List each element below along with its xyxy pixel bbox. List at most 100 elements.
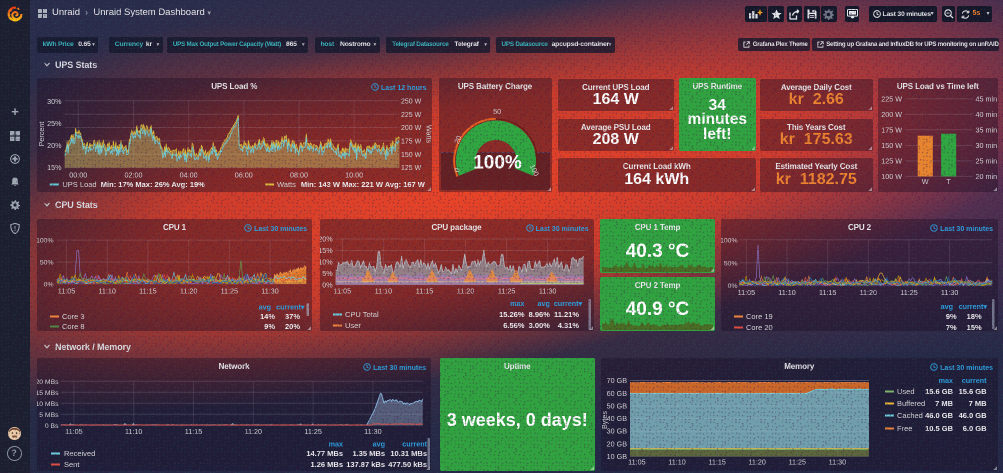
svg-text:User: User [345,321,361,330]
svg-text:18%: 18% [967,312,982,321]
svg-text:0%: 0% [322,280,333,289]
svg-text:15.6 GB: 15.6 GB [925,387,954,396]
svg-text:20 min: 20 min [975,172,997,181]
svg-text:15%: 15% [967,323,982,332]
svg-text:30 GB: 30 GB [606,426,627,435]
svg-text:11:25: 11:25 [788,457,805,466]
svg-text:1.35 MBs: 1.35 MBs [352,449,385,458]
svg-text:100%: 100% [473,152,522,173]
svg-text:150 W: 150 W [401,151,422,158]
svg-text:25 min: 25 min [975,156,997,165]
svg-text:max: max [329,439,343,448]
svg-text:0%: 0% [44,281,54,288]
svg-text:35 min: 35 min [975,125,997,134]
svg-text:200 W: 200 W [401,125,422,132]
svg-text:avg: avg [537,299,549,308]
svg-text:40 GB: 40 GB [606,414,627,423]
svg-text:Buffered: Buffered [897,399,925,408]
svg-text:10 MBs: 10 MBs [37,400,59,407]
svg-text:175 W: 175 W [881,125,902,134]
svg-text:04:00: 04:00 [180,170,198,179]
svg-text:20%: 20% [285,322,300,331]
svg-text:11:30: 11:30 [941,288,958,297]
svg-text:11:30: 11:30 [828,457,845,466]
svg-text:current: current [402,439,427,448]
svg-text:7 MB: 7 MB [935,399,954,408]
svg-text:100%: 100% [37,237,54,244]
svg-text:11.21%: 11.21% [553,310,578,319]
svg-text:1.26 MBs: 1.26 MBs [310,460,343,469]
svg-text:15.26%: 15.26% [499,310,525,319]
svg-text:46.0 GB: 46.0 GB [958,411,987,420]
svg-text:60 GB: 60 GB [606,388,627,397]
svg-text:Received: Received [64,449,95,458]
svg-text:CPU Total: CPU Total [345,310,379,319]
svg-text:11:20: 11:20 [245,427,262,436]
svg-text:11:30: 11:30 [364,427,381,436]
svg-text:current▾: current▾ [553,299,582,308]
svg-text:current: current [961,376,986,385]
svg-text:50%: 50% [724,260,738,267]
svg-text:max: max [510,299,524,308]
svg-text:Watts: Watts [277,179,296,188]
svg-text:Min: 17% Max: 26% Avg: 19%: Min: 17% Max: 26% Avg: 19% [101,179,205,188]
svg-text:200 W: 200 W [881,109,902,118]
svg-text:15.6 GB: 15.6 GB [958,387,987,396]
svg-text:11:25: 11:25 [221,286,238,295]
svg-text:3.00%: 3.00% [528,321,550,330]
svg-text:02:00: 02:00 [125,170,143,179]
svg-text:15%: 15% [47,163,62,172]
svg-text:50 GB: 50 GB [606,401,627,410]
svg-text:Core 3: Core 3 [62,312,85,321]
svg-text:Core 8: Core 8 [62,322,85,331]
svg-text:10%: 10% [320,257,333,266]
svg-text:avg: avg [373,439,385,448]
svg-text:11:30: 11:30 [261,286,278,295]
svg-text:11:30: 11:30 [538,286,555,295]
svg-text:10.5 GB: 10.5 GB [925,424,954,433]
svg-text:11:15: 11:15 [819,288,836,297]
svg-text:7 MB: 7 MB [968,399,987,408]
svg-text:477.50 kBs: 477.50 kBs [388,460,427,469]
svg-text:11:15: 11:15 [415,286,432,295]
svg-text:40 min: 40 min [975,109,997,118]
svg-text:100%: 100% [721,237,738,244]
svg-text:15%: 15% [320,246,333,255]
svg-text:5 MBs: 5 MBs [39,411,59,418]
svg-text:9%: 9% [946,312,957,321]
svg-text:10:00: 10:00 [345,170,363,179]
svg-text:225 W: 225 W [881,94,902,103]
svg-text:Min: 143 W Max: 221 W Avg: 167: Min: 143 W Max: 221 W Avg: 167 W [301,179,426,188]
svg-text:11:15: 11:15 [185,427,202,436]
svg-text:11:20: 11:20 [180,286,197,295]
svg-text:11:20: 11:20 [456,286,473,295]
svg-text:avg: avg [259,302,271,311]
svg-text:5%: 5% [322,268,333,277]
svg-text:08:00: 08:00 [290,170,308,179]
svg-text:Percent: Percent [37,121,46,146]
svg-text:current▾: current▾ [959,302,988,311]
svg-text:11:10: 11:10 [98,286,115,295]
svg-text:125 W: 125 W [401,165,422,172]
svg-text:11:20: 11:20 [860,288,877,297]
svg-text:20 GB: 20 GB [606,439,627,448]
svg-text:Core 20: Core 20 [746,323,773,332]
svg-text:150 W: 150 W [881,141,902,150]
svg-text:11:05: 11:05 [333,286,350,295]
svg-text:Free: Free [897,424,912,433]
svg-text:20%: 20% [47,141,62,150]
svg-text:100: 100 [527,162,540,177]
svg-text:10.31 MBs: 10.31 MBs [390,449,427,458]
svg-text:W: W [921,177,928,186]
svg-text:9%: 9% [264,322,275,331]
svg-text:125 W: 125 W [881,156,902,165]
svg-text:UPS Load: UPS Load [62,179,96,188]
svg-text:11:10: 11:10 [374,286,391,295]
svg-text:11:05: 11:05 [628,457,645,466]
svg-text:6.0 GB: 6.0 GB [962,424,986,433]
svg-text:137.87 kBs: 137.87 kBs [346,460,385,469]
svg-text:4.31%: 4.31% [557,321,579,330]
svg-text:6.56%: 6.56% [503,321,525,330]
svg-text:current▾: current▾ [276,302,305,311]
svg-text:30 min: 30 min [975,141,997,150]
